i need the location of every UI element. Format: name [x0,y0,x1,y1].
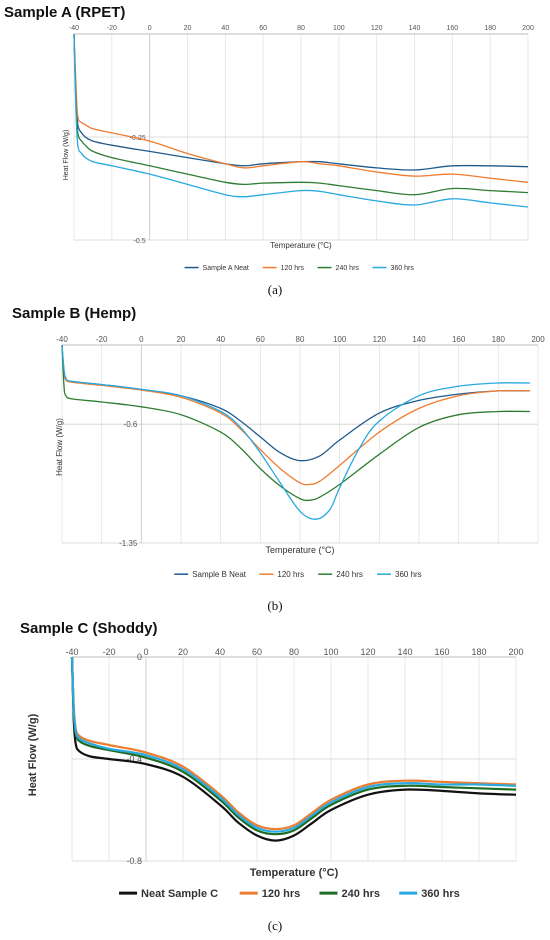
x-tick-label: 140 [409,25,421,32]
x-tick-label: 60 [259,25,267,32]
chart-b-title: Sample B (Hemp) [12,305,137,322]
plot-area: -40 -20 0 20 40 60 80 100 120 140 160 180 200 -0.6 -1.… [55,335,545,579]
x-tick-label: 80 [289,647,299,657]
legend-label: 120 hrs [262,888,301,900]
legend: Sample B Neat 120 hrs 240 hrs 360 hrs [174,570,422,579]
x-tick-label: 120 [371,25,383,32]
plot-area: -40 -20 0 20 40 60 80 100 120 140 160 180 200 0 -0.4 -0… [27,647,524,900]
x-tick-label: 80 [297,25,305,32]
legend-label: 240 hrs [336,570,363,579]
series-line-1 [61,344,531,486]
caption-a: (a) [267,282,283,297]
x-tick-label: 200 [508,647,523,657]
y-axis-label: Heat Flow (W/g) [55,418,64,476]
x-tick-label: 20 [184,25,192,32]
x-tick-label: 40 [216,335,225,344]
x-axis-label: Temperature (°C) [265,545,334,555]
series-line-0 [61,344,531,462]
chart-a: -40 -20 0 20 40 60 80 100 120 140 160 180 200-0.25-0… [63,25,534,272]
x-tick-label: -20 [107,25,117,32]
x-axis-label: Temperature (°C) [250,867,339,879]
x-tick-label: 100 [333,335,347,344]
x-tick-label: 60 [256,335,265,344]
chart-b: -40 -20 0 20 40 60 80 100 120 140 160 180 200 -0.6 -1.… [55,335,545,579]
legend: Sample A Neat 120 hrs 240 hrs 360 hrs [184,265,415,272]
series-line-0 [70,656,517,842]
x-axis-label: Temperature (°C) [270,241,332,250]
legend-label: 240 hrs [336,265,360,272]
x-tick-label: 0 [148,25,152,32]
x-tick-label: 160 [446,25,458,32]
x-tick-label: 60 [252,647,262,657]
x-tick-label: 0 [143,647,148,657]
y-tick-label: -0.6 [124,420,138,429]
legend-label: Neat Sample C [141,888,218,900]
legend-label: 360 hrs [395,570,422,579]
legend-label: 360 hrs [421,888,460,900]
x-tick-label: 100 [333,25,345,32]
x-tick-label: 140 [397,647,412,657]
caption-c: (c) [267,918,283,933]
x-tick-label: 20 [177,335,186,344]
chart-c: -40 -20 0 20 40 60 80 100 120 140 160 180 200 0 -0.4 -0… [27,647,524,900]
chart-c-title: Sample C (Shoddy) [20,620,158,637]
y-tick-label: -0.5 [134,238,146,245]
y-tick-label: -0.4 [126,754,142,764]
y-tick-label: -0.8 [126,856,142,866]
y-axis-label: Heat Flow (W/g) [27,713,39,796]
x-tick-label: -40 [56,335,68,344]
x-tick-label: 40 [215,647,225,657]
series-line-1 [70,656,517,831]
chart-a-title: Sample A (RPET) [4,4,126,21]
legend-label: 120 hrs [277,570,304,579]
y-tick-label: -1.35 [119,539,138,548]
x-tick-label: 0 [139,335,144,344]
x-tick-label: -20 [96,335,108,344]
x-tick-label: 200 [531,335,545,344]
series-line-0 [73,33,529,171]
x-tick-label: -40 [69,25,79,32]
x-tick-label: 120 [373,335,387,344]
series-line-2 [70,656,517,836]
plot-area: -40 -20 0 20 40 60 80 100 120 140 160 180 200-0.25-0… [63,25,534,272]
x-tick-label: -40 [65,647,78,657]
x-tick-label: 180 [471,647,486,657]
x-tick-label: 20 [178,647,188,657]
y-axis-label: Heat Flow (W/g) [63,130,70,181]
x-tick-label: 180 [484,25,496,32]
x-tick-label: -20 [102,647,115,657]
x-tick-label: 80 [296,335,305,344]
y-tick-label: 0 [137,652,142,662]
x-tick-label: 160 [452,335,466,344]
series-line-3 [73,33,529,208]
legend-label: 120 hrs [281,265,305,272]
series-line-2 [73,33,529,196]
legend-label: Sample B Neat [192,570,247,579]
x-tick-label: 140 [412,335,426,344]
series-line-3 [70,656,517,833]
legend-label: Sample A Neat [203,265,249,272]
caption-b: (b) [267,598,283,613]
x-tick-label: 120 [360,647,375,657]
series-line-1 [73,33,529,183]
x-tick-label: 180 [492,335,506,344]
x-tick-label: 200 [522,25,534,32]
x-tick-label: 40 [221,25,229,32]
legend-label: 240 hrs [341,888,380,900]
x-tick-label: 100 [323,647,338,657]
x-tick-label: 160 [434,647,449,657]
legend: Neat Sample C 120 hrs 240 hrs 360 hrs [119,888,460,900]
series-line-2 [61,344,531,502]
legend-label: 360 hrs [391,265,415,272]
series-line-3 [61,344,531,520]
